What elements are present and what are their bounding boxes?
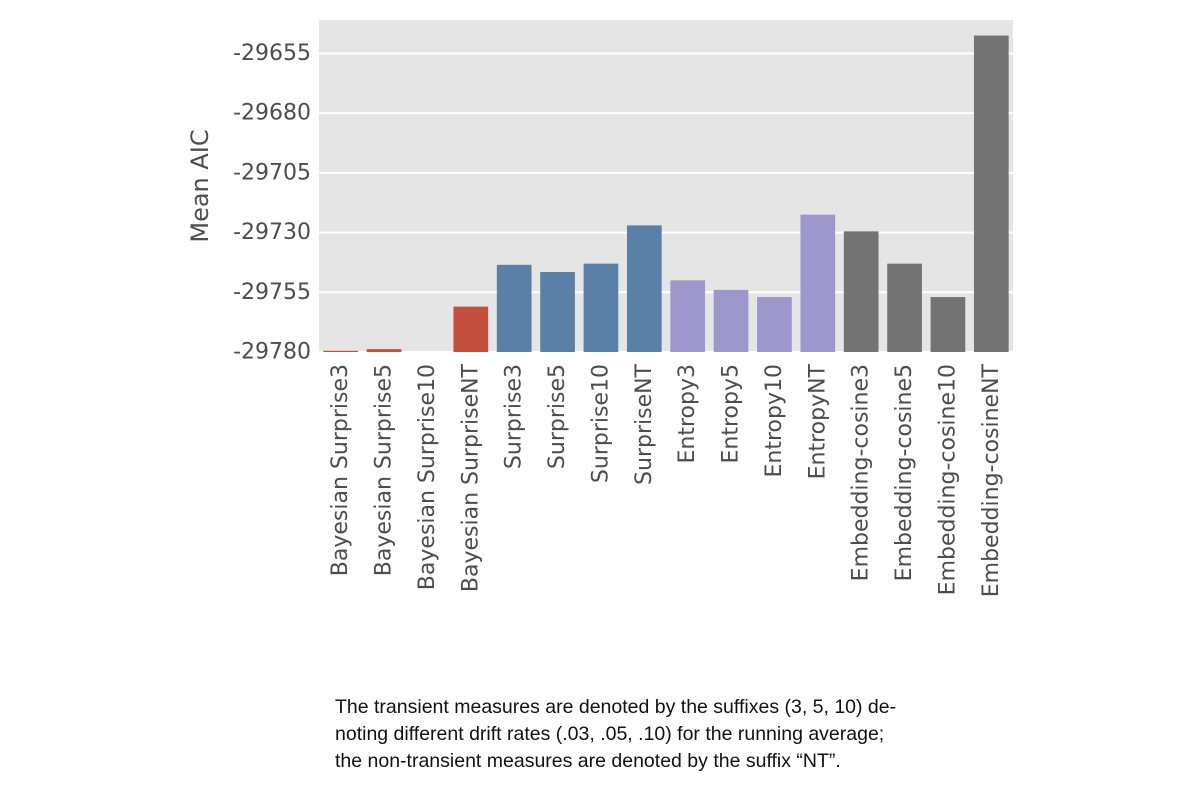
bar bbox=[973, 35, 1009, 353]
x-tick-label: Embedding-cosineNT bbox=[979, 363, 1004, 597]
bar bbox=[540, 271, 575, 352]
caption-line-1: The transient measures are denoted by th… bbox=[335, 696, 897, 718]
y-tick-label: -29705 bbox=[233, 160, 311, 185]
bar-chart: -29780 -29755 -29730 -29705 -29680 -29655 Bay… bbox=[186, 20, 1013, 597]
x-tick-label: EntropyNT bbox=[805, 363, 830, 479]
caption-line-3: the non-transient measures are denoted b… bbox=[335, 750, 841, 772]
bar bbox=[496, 264, 532, 352]
x-tick-label: Bayesian Surprise10 bbox=[415, 364, 440, 590]
x-tick-label: Surprise3 bbox=[502, 364, 527, 469]
x-tick-label: Surprise5 bbox=[545, 364, 570, 469]
x-tick-label: Bayesian Surprise3 bbox=[328, 364, 353, 576]
bar bbox=[670, 280, 706, 352]
x-tick-label: Entropy5 bbox=[719, 364, 744, 463]
bar bbox=[713, 289, 749, 352]
bar bbox=[583, 263, 619, 352]
y-tick-label: -29680 bbox=[233, 101, 311, 126]
y-tick-label: -29755 bbox=[233, 280, 311, 305]
x-tick-label: Entropy10 bbox=[762, 364, 787, 477]
bar bbox=[843, 231, 879, 352]
caption-line-2: noting different drift rates (.03, .05, … bbox=[335, 723, 885, 745]
y-tick-label: -29780 bbox=[233, 340, 311, 365]
figure-caption: The transient measures are denoted by th… bbox=[335, 694, 1015, 775]
bar bbox=[887, 263, 922, 352]
x-tick-label: Bayesian Surprise5 bbox=[372, 364, 397, 576]
x-tick-label: Surprise10 bbox=[588, 364, 613, 483]
bar bbox=[930, 297, 966, 352]
x-tick-label: Embedding-cosine5 bbox=[892, 364, 917, 581]
bar bbox=[626, 225, 662, 352]
bar bbox=[800, 214, 836, 352]
grid-lines bbox=[319, 52, 1013, 353]
y-axis-label: Mean AIC bbox=[186, 129, 214, 242]
y-tick-labels: -29780 -29755 -29730 -29705 -29680 -29655 bbox=[233, 41, 311, 365]
x-tick-label: Bayesian SurpriseNT bbox=[458, 363, 483, 592]
bars bbox=[323, 35, 1009, 353]
y-tick-label: -29730 bbox=[233, 220, 311, 245]
bar bbox=[757, 297, 792, 352]
x-tick-label: Entropy3 bbox=[675, 364, 700, 463]
bar bbox=[323, 350, 359, 352]
bar bbox=[366, 349, 402, 352]
x-tick-labels: Bayesian Surprise3 Bayesian Surprise5 Baye… bbox=[328, 363, 1004, 597]
x-tick-label: Embedding-cosine10 bbox=[935, 364, 960, 595]
x-tick-label: Embedding-cosine3 bbox=[849, 364, 874, 581]
bar bbox=[453, 306, 489, 352]
x-tick-label: SurpriseNT bbox=[632, 363, 657, 485]
y-tick-label: -29655 bbox=[233, 41, 311, 66]
